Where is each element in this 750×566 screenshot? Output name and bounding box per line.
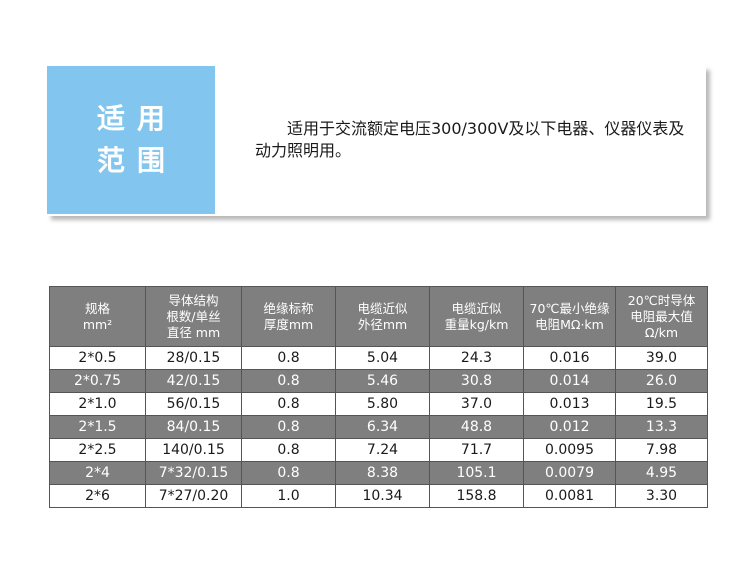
table-cell: 1.0 [241, 484, 336, 508]
table-cell: 37.0 [429, 392, 524, 416]
table-cell: 2*1.5 [49, 415, 146, 439]
table-cell: 3.30 [615, 484, 708, 508]
table-cell: 0.8 [241, 392, 336, 416]
scope-description: 适用于交流额定电压300/300V及以下电器、仪器仪表及动力照明用。 [255, 119, 685, 160]
table-row: 2*1.5 84/0.15 0.8 6.34 48.8 0.012 13.3 [49, 415, 708, 439]
table-cell: 0.012 [523, 415, 616, 439]
column-header: 20℃时导体 电阻最大值 Ω/km [615, 286, 708, 347]
scope-label-line1: 适用 [96, 102, 177, 135]
table-row: 2*6 7*27/0.20 1.0 10.34 158.8 0.0081 3.30 [49, 484, 708, 508]
table-cell: 30.8 [429, 369, 524, 393]
table-cell: 6.34 [335, 415, 430, 439]
table-cell: 19.5 [615, 392, 708, 416]
table-row: 2*2.5 140/0.15 0.8 7.24 71.7 0.0095 7.98 [49, 438, 708, 462]
table-row: 2*0.75 42/0.15 0.8 5.46 30.8 0.014 26.0 [49, 369, 708, 393]
column-header-line: 厚度mm [263, 316, 314, 332]
table-cell: 7*27/0.20 [145, 484, 242, 508]
column-header-line: 电阻MΩ·km [535, 316, 604, 332]
column-header: 电缆近似 外径mm [335, 286, 430, 347]
column-header: 规格 mm² [49, 286, 146, 347]
table-cell: 7*32/0.15 [145, 461, 242, 485]
table-cell: 2*4 [49, 461, 146, 485]
table-cell: 2*0.75 [49, 369, 146, 393]
spec-table: 规格 mm² 导体结构 根数/单丝 直径 mm 绝缘标称 厚度mm 电缆近似 外径mm 电缆近似重… [49, 286, 708, 508]
table-cell: 2*2.5 [49, 438, 146, 462]
table-cell: 48.8 [429, 415, 524, 439]
column-header: 电缆近似 重量kg/km [429, 286, 524, 347]
column-header-line: 20℃时导体 [627, 292, 696, 308]
table-cell: 7.24 [335, 438, 430, 462]
table-cell: 0.0095 [523, 438, 616, 462]
table-cell: 0.016 [523, 346, 616, 370]
table-cell: 71.7 [429, 438, 524, 462]
table-cell: 0.0079 [523, 461, 616, 485]
scope-label-block: 适用 范围 [47, 66, 215, 214]
table-row: 2*1.0 56/0.15 0.8 5.80 37.0 0.013 19.5 [49, 392, 708, 416]
table-cell: 105.1 [429, 461, 524, 485]
table-cell: 84/0.15 [145, 415, 242, 439]
table-cell: 7.98 [615, 438, 708, 462]
table-cell: 158.8 [429, 484, 524, 508]
table-row: 2*4 7*32/0.15 0.8 8.38 105.1 0.0079 4.95 [49, 461, 708, 485]
table-cell: 0.014 [523, 369, 616, 393]
table-cell: 42/0.15 [145, 369, 242, 393]
table-row: 2*0.5 28/0.15 0.8 5.04 24.3 0.016 39.0 [49, 346, 708, 370]
column-header-line: 电阻最大值 [630, 308, 693, 324]
scope-label-line2: 范围 [96, 144, 177, 177]
table-cell: 8.38 [335, 461, 430, 485]
column-header: 70℃最小绝缘 电阻MΩ·km [523, 286, 616, 347]
column-header-line: 规格 [84, 300, 110, 316]
column-header-line: 电缆近似 [451, 300, 502, 316]
table-cell: 2*0.5 [49, 346, 146, 370]
spec-table-body: 2*0.5 28/0.15 0.8 5.04 24.3 0.016 39.0 2*0.75 42… [49, 346, 708, 508]
table-cell: 13.3 [615, 415, 708, 439]
table-cell: 4.95 [615, 461, 708, 485]
table-cell: 5.80 [335, 392, 430, 416]
table-cell: 0.8 [241, 438, 336, 462]
table-cell: 0.0081 [523, 484, 616, 508]
table-cell: 0.8 [241, 369, 336, 393]
table-cell: 56/0.15 [145, 392, 242, 416]
column-header-line: 70℃最小绝缘 [529, 300, 610, 316]
column-header-line: 外径mm [357, 316, 408, 332]
column-header-line: 导体结构 [168, 292, 219, 308]
column-header-line: 绝缘标称 [263, 300, 314, 316]
table-cell: 26.0 [615, 369, 708, 393]
table-cell: 5.46 [335, 369, 430, 393]
spec-table-header: 规格 mm² 导体结构 根数/单丝 直径 mm 绝缘标称 厚度mm 电缆近似 外径mm 电缆近似重… [49, 286, 708, 347]
header-row: 规格 mm² 导体结构 根数/单丝 直径 mm 绝缘标称 厚度mm 电缆近似 外径mm 电缆近似重… [49, 286, 708, 347]
column-header-line: mm² [82, 316, 113, 332]
column-header: 导体结构 根数/单丝 直径 mm [145, 286, 242, 347]
table-cell: 0.013 [523, 392, 616, 416]
table-cell: 2*6 [49, 484, 146, 508]
column-header-line: 根数/单丝 [166, 308, 221, 324]
column-header: 绝缘标称 厚度mm [241, 286, 336, 347]
table-cell: 39.0 [615, 346, 708, 370]
scope-panel: 适用 范围 适用于交流额定电压300/300V及以下电器、仪器仪表及动力照明用。 [47, 66, 706, 216]
column-header-line: 直径 mm [166, 324, 221, 340]
column-header-line: 重量kg/km [444, 316, 509, 332]
table-cell: 2*1.0 [49, 392, 146, 416]
column-header-line: 电缆近似 [357, 300, 408, 316]
table-cell: 5.04 [335, 346, 430, 370]
table-cell: 24.3 [429, 346, 524, 370]
table-cell: 10.34 [335, 484, 430, 508]
column-header-line: Ω/km [644, 324, 679, 340]
table-cell: 28/0.15 [145, 346, 242, 370]
table-cell: 0.8 [241, 346, 336, 370]
table-cell: 140/0.15 [145, 438, 242, 462]
table-cell: 0.8 [241, 415, 336, 439]
table-cell: 0.8 [241, 461, 336, 485]
